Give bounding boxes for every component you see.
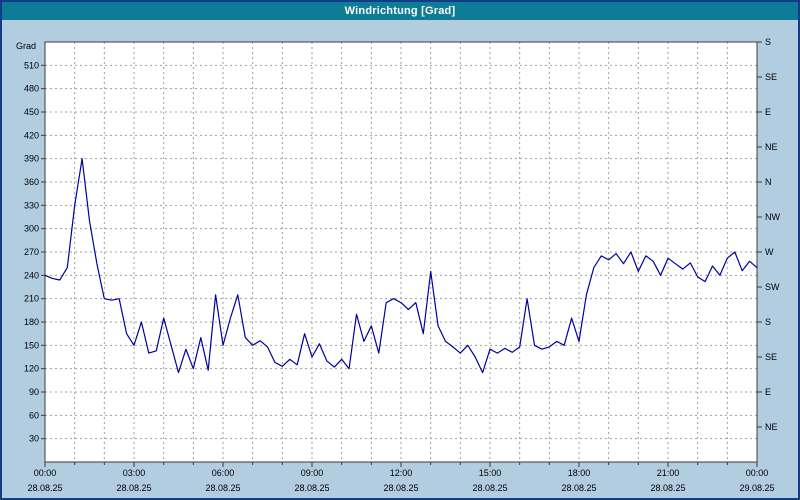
compass-label: NE [765, 142, 778, 152]
y-tick-label-left: 330 [24, 200, 39, 210]
y-tick-label-left: 180 [24, 317, 39, 327]
y-tick-label-left: 270 [24, 247, 39, 257]
compass-label: SE [765, 72, 777, 82]
y-tick-label-left: 60 [29, 410, 39, 420]
x-tick-time-label: 03:00 [123, 468, 146, 478]
y-tick-label-left: 120 [24, 364, 39, 374]
compass-label: S [765, 317, 771, 327]
compass-label: N [765, 177, 772, 187]
x-tick-date-label: 28.08.25 [383, 483, 418, 493]
window-title: Windrichtung [Grad] [344, 5, 456, 17]
y-tick-label-left: 30 [29, 434, 39, 444]
y-tick-label-left: 210 [24, 294, 39, 304]
x-tick-time-label: 00:00 [746, 468, 769, 478]
y-tick-label-left: 450 [24, 107, 39, 117]
compass-label: E [765, 387, 771, 397]
compass-label: SE [765, 352, 777, 362]
compass-label: SW [765, 282, 780, 292]
x-tick-date-label: 28.08.25 [650, 483, 685, 493]
y-tick-label-left: 240 [24, 270, 39, 280]
x-tick-date-label: 29.08.25 [739, 483, 774, 493]
compass-label: W [765, 247, 774, 257]
y-tick-label-left: 90 [29, 387, 39, 397]
axis-labels: Grad 510 480 450 420 390 360 330 300 270 240 210 180… [16, 37, 780, 493]
y-tick-label-left: 300 [24, 224, 39, 234]
compass-label: NW [765, 212, 780, 222]
y-tick-label-left: 390 [24, 154, 39, 164]
x-tick-date-label: 28.08.25 [294, 483, 329, 493]
x-tick-time-label: 15:00 [479, 468, 502, 478]
x-tick-date-label: 28.08.25 [472, 483, 507, 493]
x-tick-time-label: 06:00 [212, 468, 235, 478]
wind-direction-line [44, 158, 758, 374]
y-tick-label-left: 420 [24, 130, 39, 140]
y-tick-label-left: 360 [24, 177, 39, 187]
wind-direction-chart: Grad 510 480 450 420 390 360 330 300 270 240 210 180… [16, 37, 780, 493]
x-tick-date-label: 28.08.25 [27, 483, 62, 493]
x-tick-time-label: 21:00 [657, 468, 680, 478]
x-tick-date-label: 28.08.25 [561, 483, 596, 493]
x-tick-date-label: 28.08.25 [116, 483, 151, 493]
x-tick-date-label: 28.08.25 [205, 483, 240, 493]
y-tick-label-left: 480 [24, 84, 39, 94]
y-tick-label-left: 150 [24, 340, 39, 350]
compass-label: S [765, 37, 771, 47]
title-bar: Windrichtung [Grad] [2, 2, 798, 20]
y-tick-label-left: 510 [24, 60, 39, 70]
x-tick-time-label: 09:00 [301, 468, 324, 478]
grid-lines [45, 42, 757, 462]
y-axis-unit-label: Grad [16, 41, 36, 51]
x-tick-time-label: 18:00 [568, 468, 591, 478]
compass-label: NE [765, 422, 778, 432]
x-tick-time-label: 12:00 [390, 468, 413, 478]
compass-label: E [765, 107, 771, 117]
x-tick-time-label: 00:00 [34, 468, 57, 478]
